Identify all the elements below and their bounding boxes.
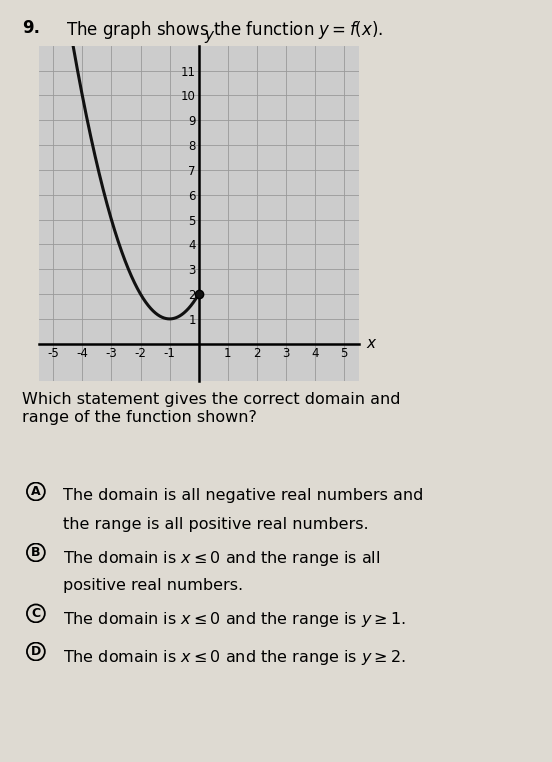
- Text: The domain is all negative real numbers and: The domain is all negative real numbers …: [63, 488, 424, 503]
- Text: x: x: [366, 336, 375, 351]
- Text: Which statement gives the correct domain and
range of the function shown?: Which statement gives the correct domain…: [22, 392, 401, 425]
- Text: The graph shows the function $y = f(x)$.: The graph shows the function $y = f(x)$.: [66, 19, 384, 41]
- Text: positive real numbers.: positive real numbers.: [63, 578, 243, 593]
- Text: B: B: [31, 546, 41, 559]
- Text: A: A: [31, 485, 41, 498]
- Text: The domain is $x \leq 0$ and the range is $y \geq 1$.: The domain is $x \leq 0$ and the range i…: [63, 610, 406, 629]
- Text: The domain is $x \leq 0$ and the range is $y \geq 2$.: The domain is $x \leq 0$ and the range i…: [63, 648, 406, 667]
- Text: D: D: [31, 645, 41, 658]
- Text: C: C: [31, 607, 40, 620]
- Text: the range is all positive real numbers.: the range is all positive real numbers.: [63, 517, 369, 532]
- Text: The domain is $x \leq 0$ and the range is all: The domain is $x \leq 0$ and the range i…: [63, 549, 381, 568]
- Text: y: y: [204, 28, 213, 43]
- Text: 9.: 9.: [22, 19, 40, 37]
